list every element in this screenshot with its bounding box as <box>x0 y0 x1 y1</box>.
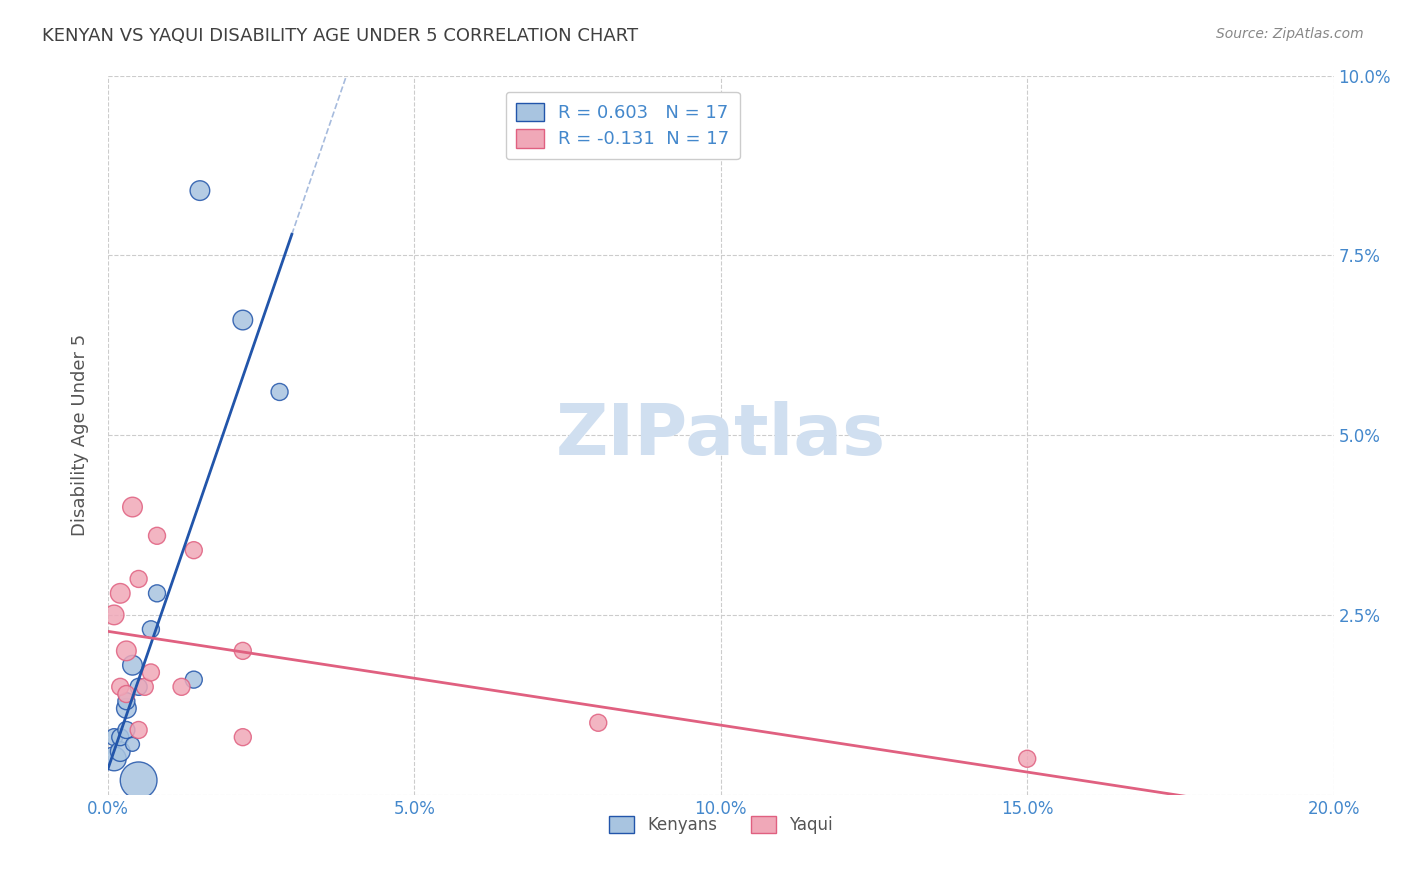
Point <box>110 745 132 759</box>
Point <box>128 680 150 694</box>
Point <box>110 730 132 744</box>
Point <box>128 723 150 737</box>
Point <box>146 586 169 600</box>
Point <box>586 715 609 730</box>
Point <box>128 773 150 788</box>
Point <box>1017 752 1039 766</box>
Text: KENYAN VS YAQUI DISABILITY AGE UNDER 5 CORRELATION CHART: KENYAN VS YAQUI DISABILITY AGE UNDER 5 C… <box>42 27 638 45</box>
Point <box>232 730 254 744</box>
Text: ZIPatlas: ZIPatlas <box>555 401 886 469</box>
Point <box>110 680 132 694</box>
Point <box>128 572 150 586</box>
Point <box>183 673 205 687</box>
Point <box>269 384 291 399</box>
Point <box>115 694 138 708</box>
Point <box>103 607 125 622</box>
Point <box>115 701 138 715</box>
Point <box>115 723 138 737</box>
Point <box>115 644 138 658</box>
Point <box>232 313 254 327</box>
Point <box>121 658 143 673</box>
Point <box>232 644 254 658</box>
Point <box>183 543 205 558</box>
Point <box>103 752 125 766</box>
Point <box>139 665 162 680</box>
Point <box>103 730 125 744</box>
Point <box>110 586 132 600</box>
Point <box>139 622 162 636</box>
Point <box>121 500 143 514</box>
Point <box>170 680 193 694</box>
Text: Source: ZipAtlas.com: Source: ZipAtlas.com <box>1216 27 1364 41</box>
Point <box>121 737 143 751</box>
Legend: Kenyans, Yaqui: Kenyans, Yaqui <box>599 805 842 844</box>
Y-axis label: Disability Age Under 5: Disability Age Under 5 <box>72 334 89 536</box>
Point <box>146 529 169 543</box>
Point <box>134 680 156 694</box>
Point <box>188 184 211 198</box>
Point <box>115 687 138 701</box>
